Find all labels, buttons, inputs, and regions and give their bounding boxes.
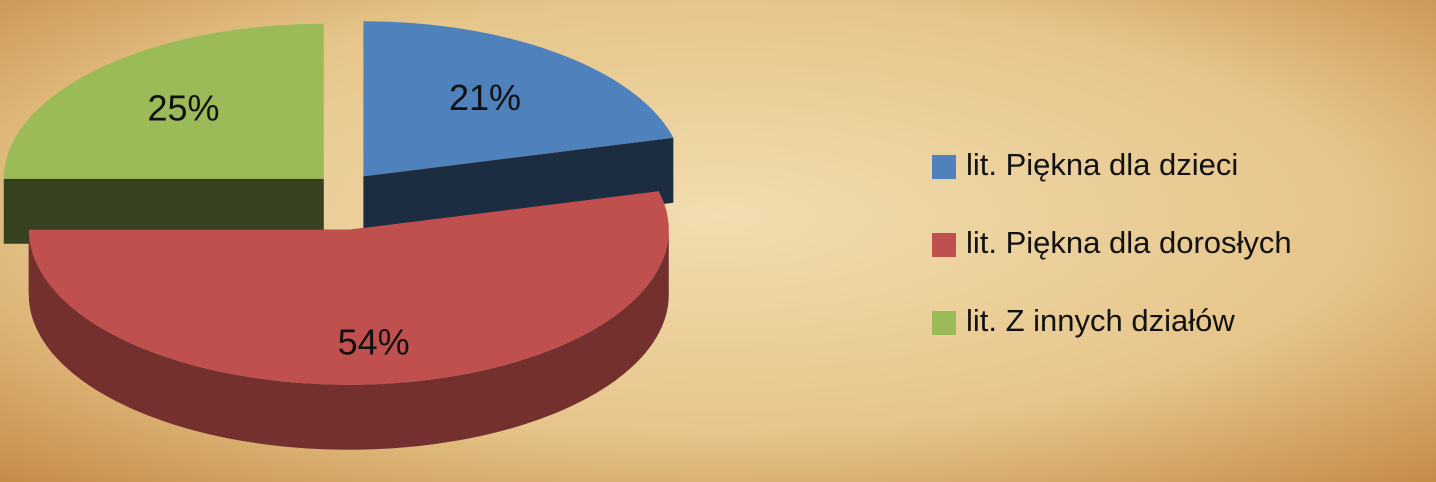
legend-swatch: [932, 311, 956, 335]
legend-swatch: [932, 233, 956, 257]
pie: 21% 54% 25%: [3, 21, 674, 450]
legend-label: lit. Piękna dla dorosłych: [966, 225, 1292, 260]
legend-label: lit. Z innych działów: [966, 303, 1235, 338]
legend-swatch: [932, 155, 956, 179]
slice: [28, 191, 669, 385]
legend: lit. Piękna dla dzieci lit. Piękna dla do…: [932, 147, 1292, 338]
slice-side: [3, 178, 324, 244]
legend-label: lit. Piękna dla dzieci: [966, 147, 1238, 182]
data-label: 21%: [449, 77, 521, 118]
slice: [3, 23, 324, 179]
slice: [363, 21, 674, 177]
data-label: 25%: [147, 87, 219, 128]
slice-side: [363, 137, 674, 242]
data-label: 54%: [338, 322, 410, 363]
slice-wall: [28, 229, 669, 450]
